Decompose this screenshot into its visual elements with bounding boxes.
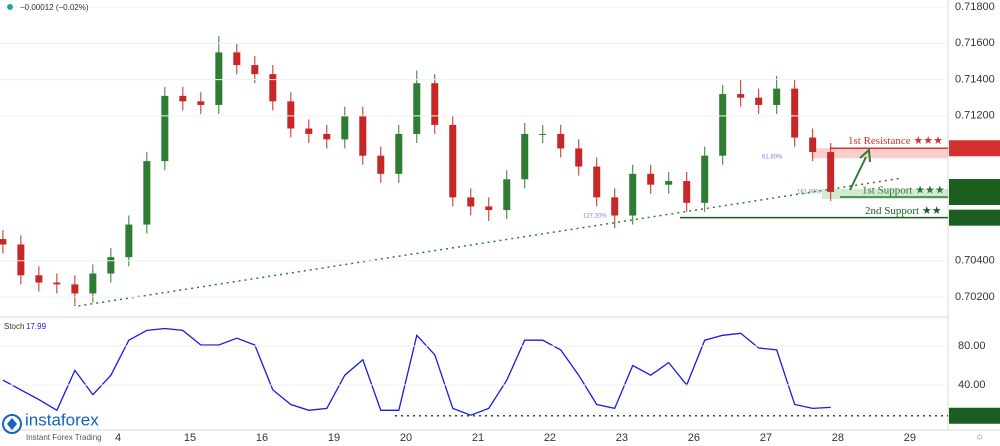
candle-body <box>161 95 169 162</box>
x-tick-label: 22 <box>544 432 556 444</box>
x-tick-label: 28 <box>832 432 844 444</box>
x-tick-label: 20 <box>400 432 412 444</box>
candle-body <box>413 83 421 134</box>
candles <box>0 36 835 307</box>
fib-label: 127.20% <box>583 214 607 220</box>
candle-body <box>701 155 709 203</box>
candle-body <box>809 137 817 153</box>
candle-body <box>17 244 25 276</box>
candle-body <box>89 273 97 294</box>
brand-tagline: Instant Forex Trading <box>26 433 102 442</box>
y-tick-label: 0.70200 <box>955 291 995 303</box>
candle-body <box>359 115 367 156</box>
level-zone <box>822 189 948 200</box>
candle-body <box>35 275 43 283</box>
candle-body <box>737 94 745 98</box>
candle-body <box>431 83 439 125</box>
brand-logo-mark <box>7 418 17 430</box>
y-tick-label: 0.71200 <box>955 110 995 122</box>
candle-body <box>575 148 583 167</box>
brand-name: instaforex <box>25 410 99 429</box>
candle-body <box>269 74 277 102</box>
y-tick-label: 80.00 <box>958 340 986 352</box>
indicator-value: 17.99 <box>26 322 47 331</box>
x-tick-label: 26 <box>688 432 700 444</box>
level-label: 2nd Support ★★ <box>865 205 942 217</box>
candle-body <box>557 133 565 149</box>
candle-body <box>827 152 835 192</box>
x-tick-label: 29 <box>904 432 916 444</box>
candle-body <box>305 128 313 134</box>
settings-icon[interactable]: ☼ <box>975 432 984 443</box>
candle-body <box>0 239 7 245</box>
arrow-head <box>859 147 871 163</box>
status-dot <box>7 4 13 10</box>
x-tick-label: 19 <box>328 432 340 444</box>
price-label-box <box>949 209 1000 226</box>
fib-label: 61.80% <box>762 155 783 161</box>
candle-body <box>287 101 295 129</box>
level-label-box <box>949 407 1000 424</box>
candle-body <box>125 224 133 258</box>
candle-body <box>611 197 619 216</box>
candle-body <box>773 88 781 105</box>
candle-body <box>395 133 403 174</box>
x-tick-label: 16 <box>256 432 268 444</box>
candle-body <box>593 166 601 198</box>
candle-body <box>71 284 79 294</box>
x-tick-label: 23 <box>616 432 628 444</box>
candle-body <box>629 173 637 216</box>
candle-body <box>143 161 151 225</box>
y-tick-label: 0.71600 <box>955 37 995 49</box>
candle-body <box>449 124 457 198</box>
candle-body <box>197 101 205 105</box>
candle-body <box>755 97 763 105</box>
x-tick-label: 15 <box>184 432 196 444</box>
candle-body <box>719 94 727 156</box>
level-zone <box>812 148 948 159</box>
candle-body <box>647 173 655 185</box>
candle-body <box>323 133 331 140</box>
x-tick-label: 27 <box>760 432 772 444</box>
candle-body <box>53 282 61 285</box>
candle-body <box>665 181 673 185</box>
candle-body <box>683 181 691 203</box>
candle-body <box>179 95 187 102</box>
candle-body <box>539 133 547 135</box>
y-tick-label: 0.70400 <box>955 255 995 267</box>
candle-body <box>377 155 385 174</box>
x-tick-label: 4 <box>115 432 121 444</box>
price-label-box <box>949 189 1000 206</box>
candle-body <box>791 88 799 138</box>
candle-body <box>341 115 349 140</box>
candle-body <box>233 52 241 66</box>
y-tick-label: 0.71800 <box>955 1 995 13</box>
stoch-line <box>2 327 831 416</box>
candle-body <box>521 133 529 180</box>
candle-body <box>215 52 223 105</box>
projection-arrow <box>849 156 867 191</box>
price-change: −0.00012 (−0.02%) <box>20 3 89 12</box>
candle-body <box>251 65 259 75</box>
y-tick-label: 0.71400 <box>955 73 995 85</box>
level-label: 1st Resistance ★★★ <box>848 135 943 147</box>
brand: instaforex Instant Forex Trading <box>2 410 102 442</box>
candle-body <box>503 179 511 211</box>
level-label: 1st Support ★★★ <box>862 185 945 197</box>
price-label-box <box>949 140 1000 157</box>
indicator-name: Stoch <box>4 322 24 331</box>
brand-logo <box>2 414 22 434</box>
candle-body <box>485 206 493 211</box>
candle-body <box>467 197 475 207</box>
y-tick-label: 40.00 <box>958 379 986 391</box>
candle-body <box>107 257 115 274</box>
trendline <box>78 177 903 307</box>
x-tick-label: 21 <box>472 432 484 444</box>
